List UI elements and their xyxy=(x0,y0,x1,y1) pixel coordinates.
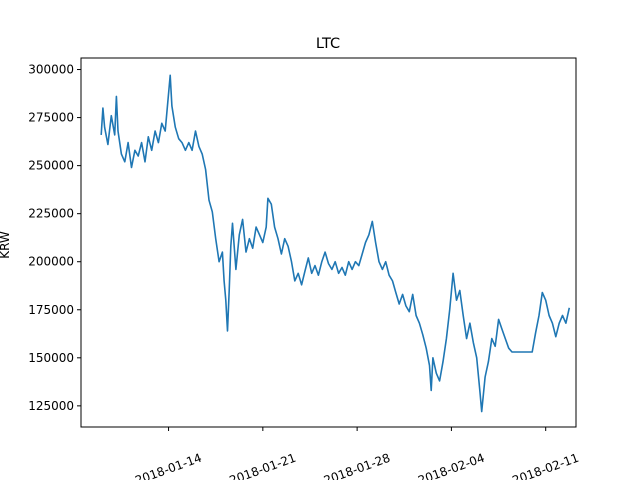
y-tick-label: 175000 xyxy=(28,303,74,317)
chart-title: LTC xyxy=(316,36,340,52)
y-tick-label: 125000 xyxy=(28,399,74,413)
axes-frame xyxy=(80,57,577,428)
y-tick-label: 275000 xyxy=(28,111,74,125)
y-tick-label: 150000 xyxy=(28,351,74,365)
y-axis-label: KRW xyxy=(0,231,12,259)
y-tick-label: 250000 xyxy=(28,159,74,173)
y-tick-label: 200000 xyxy=(28,255,74,269)
y-tick-label: 300000 xyxy=(28,63,74,77)
y-tick-label: 225000 xyxy=(28,207,74,221)
y-axis-ticks: 125000 150000 175000 200000 225000 250000 2750… xyxy=(28,63,81,413)
series-line xyxy=(100,74,571,413)
series-layer xyxy=(100,74,571,413)
